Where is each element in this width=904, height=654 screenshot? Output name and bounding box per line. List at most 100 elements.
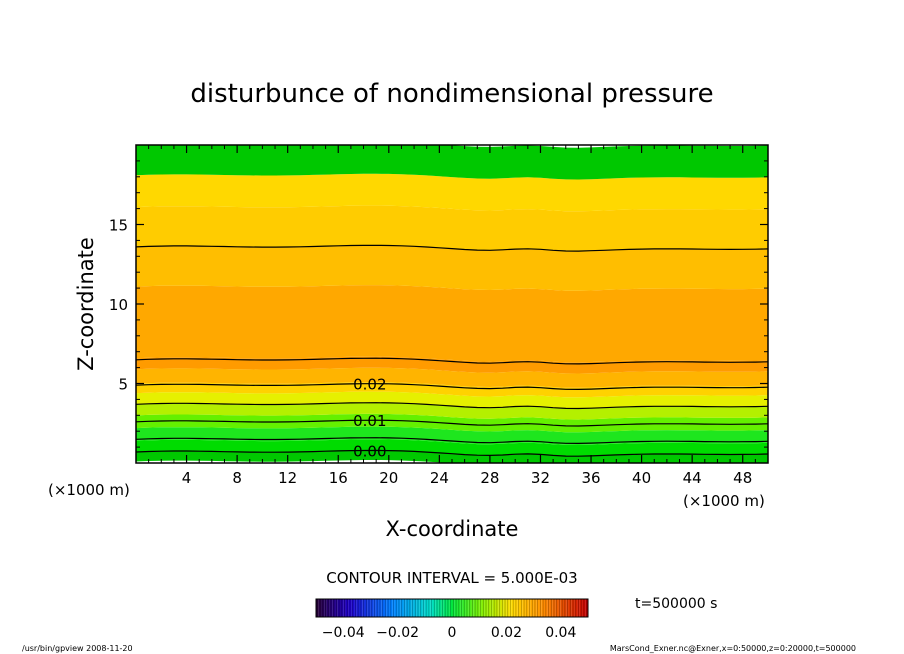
colorbar-cell xyxy=(547,599,550,617)
colorbar-cell xyxy=(481,599,485,617)
x-unit-left: (×1000 m) xyxy=(48,481,130,499)
colorbar-cell xyxy=(541,599,545,617)
colorbar xyxy=(316,599,588,617)
field-band xyxy=(136,285,768,363)
colorbar-cell xyxy=(381,599,384,617)
field-band xyxy=(136,145,768,180)
colorbar-cell xyxy=(316,599,319,617)
footer-left: /usr/bin/gpview 2008-11-20 xyxy=(22,644,133,653)
colorbar-cell xyxy=(364,599,368,617)
colorbar-cell xyxy=(413,599,417,617)
colorbar-cell xyxy=(408,599,412,617)
colorbar-cell xyxy=(462,599,466,617)
colorbar-cell xyxy=(326,599,330,617)
colorbar-frame xyxy=(315,598,589,618)
contour-label: 0.00 xyxy=(353,442,386,460)
colorbar-cell xyxy=(500,599,504,617)
colorbar-cell xyxy=(522,599,526,617)
y-axis-label: Z-coordinate xyxy=(74,237,98,371)
colorbar-cell xyxy=(536,599,540,617)
colorbar-cell xyxy=(487,599,491,617)
colorbar-cell xyxy=(568,599,572,617)
x-tick-label: 4 xyxy=(182,469,192,487)
colorbar-cell xyxy=(574,599,578,617)
y-tick-label: 10 xyxy=(109,296,128,314)
colorbar-tick-label: 0.02 xyxy=(491,625,522,641)
colorbar-cell xyxy=(348,599,352,617)
y-tick-label: 5 xyxy=(118,376,128,394)
colorbar-cell xyxy=(509,599,512,617)
colorbar-cell xyxy=(354,599,357,617)
colorbar-cell xyxy=(555,599,559,617)
x-tick-label: 12 xyxy=(278,469,297,487)
colorbar-tick-label: −0.04 xyxy=(322,625,365,641)
colorbar-cell xyxy=(389,599,393,617)
colorbar-cell xyxy=(495,599,499,617)
colorbar-cell xyxy=(539,599,542,617)
colorbar-cell xyxy=(416,599,420,617)
colorbar-cell xyxy=(386,599,390,617)
field-band xyxy=(136,245,768,291)
colorbar-cell xyxy=(397,599,401,617)
colorbar-cell xyxy=(370,599,374,617)
colorbar-cell xyxy=(340,599,344,617)
colorbar-cell xyxy=(563,599,567,617)
colorbar-cell xyxy=(321,599,325,617)
colorbar-cell xyxy=(384,599,387,617)
y-tick-label: 15 xyxy=(109,217,128,235)
colorbar-cell xyxy=(375,599,379,617)
colorbar-cell xyxy=(471,599,474,617)
colorbar-cell xyxy=(359,599,363,617)
colorbar-cell xyxy=(392,599,395,617)
colorbar-tick-label: −0.02 xyxy=(376,625,419,641)
colorbar-cell xyxy=(566,599,569,617)
colorbar-cell xyxy=(457,599,461,617)
colorbar-cell xyxy=(490,599,493,617)
colorbar-cell xyxy=(544,599,548,617)
colorbar-cell xyxy=(362,599,365,617)
contour-labels: 0.02 0.01 0.00 xyxy=(353,376,386,461)
colorbar-cell xyxy=(577,599,580,617)
colorbar-cell xyxy=(400,599,404,617)
colorbar-cell xyxy=(511,599,515,617)
colorbar-cell xyxy=(468,599,472,617)
colorbar-cell xyxy=(441,599,444,617)
colorbar-cell xyxy=(582,599,586,617)
time-text: t=500000 s xyxy=(635,596,717,612)
colorbar-cell xyxy=(435,599,439,617)
field-band xyxy=(136,426,768,445)
colorbar-cell xyxy=(373,599,376,617)
field-band xyxy=(136,402,768,420)
colorbar-cell xyxy=(452,599,455,617)
colorbar-cell xyxy=(351,599,355,617)
colorbar-cell xyxy=(332,599,336,617)
colorbar-cell xyxy=(530,599,534,617)
colorbar-cell xyxy=(476,599,480,617)
colorbar-cell xyxy=(446,599,450,617)
colorbar-cell xyxy=(403,599,406,617)
colorbar-cell xyxy=(419,599,423,617)
colorbar-tick-label: 0 xyxy=(448,625,457,641)
field-band xyxy=(136,367,768,388)
colorbar-cell xyxy=(443,599,447,617)
x-tick-label: 16 xyxy=(329,469,348,487)
contour-line xyxy=(136,357,768,365)
colorbar-cell xyxy=(514,599,518,617)
contour-label: 0.01 xyxy=(353,412,386,430)
x-tick-label: 48 xyxy=(733,469,752,487)
colorbar-cell xyxy=(525,599,529,617)
colorbar-cell xyxy=(405,599,409,617)
contour-label: 0.02 xyxy=(353,376,386,394)
colorbar-tick-label: 0.04 xyxy=(545,625,576,641)
colorbar-cell xyxy=(432,599,436,617)
colorbar-cell xyxy=(356,599,360,617)
colorbar-cell xyxy=(528,599,531,617)
colorbar-cell xyxy=(517,599,520,617)
colorbar-cell xyxy=(324,599,327,617)
colorbar-cell xyxy=(484,599,488,617)
colorbar-cell xyxy=(558,599,561,617)
colorbar-cell xyxy=(533,599,537,617)
axis-ticks xyxy=(136,145,768,463)
colorbar-cell xyxy=(473,599,477,617)
colorbar-cell xyxy=(422,599,425,617)
